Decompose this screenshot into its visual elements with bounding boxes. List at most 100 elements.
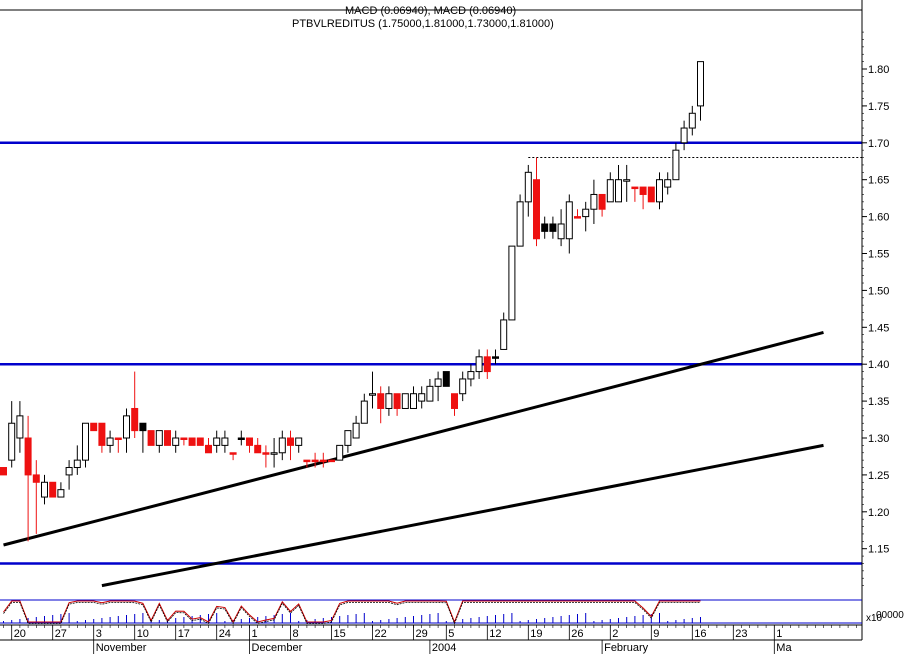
candle-body — [311, 459, 319, 463]
candle — [196, 437, 204, 446]
y-tick-label: 1.40 — [868, 359, 889, 371]
candle — [164, 430, 171, 446]
candle — [656, 172, 663, 210]
candle-body — [385, 393, 393, 409]
candle-body — [155, 430, 163, 446]
y-tick-label: 1.25 — [868, 470, 889, 482]
candle — [401, 393, 409, 409]
x-tick-label: 20 — [14, 628, 26, 640]
candle — [516, 194, 524, 247]
candle-body — [246, 437, 253, 446]
candle-body — [295, 437, 303, 446]
candle-body — [360, 400, 368, 424]
candle — [377, 386, 385, 424]
candle-body — [65, 467, 73, 476]
candle — [303, 459, 311, 468]
candle-body — [57, 489, 65, 498]
candle — [475, 349, 483, 379]
candle — [114, 437, 122, 453]
candle-body — [319, 459, 327, 463]
candle-body — [336, 444, 344, 461]
candle-body — [623, 179, 631, 182]
candle — [0, 467, 7, 476]
candle-body — [582, 208, 590, 218]
x-tick-label: 8 — [293, 628, 299, 640]
candle — [598, 193, 606, 217]
candle-body — [664, 179, 672, 188]
x-tick-label: 12 — [489, 628, 501, 640]
macd-strip: MACD (0.06940), MACD (0.06940) — [0, 5, 862, 17]
candle-body — [590, 193, 598, 210]
candle-body — [615, 179, 622, 203]
candle-body — [303, 459, 311, 463]
candle-body — [147, 430, 155, 446]
candle-body — [229, 452, 237, 455]
candle-body — [639, 186, 647, 195]
candle-body — [16, 415, 24, 439]
candle-body — [139, 422, 147, 432]
candle — [697, 61, 704, 121]
candle-body — [90, 422, 98, 432]
candle — [139, 422, 147, 453]
candle — [615, 164, 622, 203]
indicator-panel: x10 00000 — [0, 599, 904, 625]
candle-body — [393, 393, 401, 409]
candle-body — [508, 245, 516, 321]
candle — [680, 120, 688, 151]
candle — [155, 430, 163, 453]
candle-body — [451, 393, 458, 409]
candle-body — [287, 437, 294, 446]
candle-body — [631, 186, 639, 190]
candle-body — [270, 452, 278, 455]
candle-body — [114, 437, 122, 440]
x-tick-label: 16 — [694, 628, 706, 640]
candle — [172, 430, 180, 453]
candle — [278, 430, 286, 461]
candle-body — [574, 216, 581, 219]
candle — [90, 422, 98, 432]
candle — [574, 209, 581, 219]
candle-body — [164, 430, 171, 446]
candle-body — [426, 385, 434, 402]
y-tick-label: 1.55 — [868, 249, 889, 261]
candle — [254, 438, 262, 454]
candle-body — [237, 437, 245, 440]
x-tick-label: 23 — [735, 628, 747, 640]
candle — [311, 452, 319, 468]
candle-body — [606, 179, 614, 203]
candle — [623, 164, 631, 202]
candle — [426, 378, 434, 402]
candle — [336, 444, 344, 461]
x-tick-label: 24 — [219, 628, 231, 640]
candle-body — [672, 149, 680, 181]
candle — [49, 481, 57, 498]
candle-body — [32, 474, 40, 483]
candle-body — [467, 371, 475, 380]
y-tick-label: 1.15 — [868, 544, 889, 556]
candle — [8, 401, 16, 468]
candle-body — [524, 171, 532, 203]
y-tick-label: 1.30 — [868, 433, 889, 445]
x-tick-label: 10 — [137, 628, 149, 640]
indicator-scale-label: x10 — [866, 613, 883, 624]
candle — [459, 371, 467, 402]
y-tick-label: 1.80 — [868, 64, 889, 76]
candle-body — [254, 444, 262, 454]
candle — [442, 371, 450, 387]
candle — [16, 401, 24, 453]
candle — [213, 430, 221, 453]
oscillator-line — [3, 600, 701, 624]
candle-body — [656, 179, 663, 203]
candle-body — [377, 393, 385, 409]
candle-body — [0, 467, 7, 476]
candle — [106, 430, 114, 453]
candle — [508, 245, 516, 321]
y-tick-label: 1.70 — [868, 138, 889, 150]
candle — [541, 216, 549, 239]
candle — [328, 459, 335, 463]
candle — [565, 194, 573, 254]
candle-body — [680, 127, 688, 144]
candle-body — [205, 444, 212, 454]
candle — [639, 186, 647, 210]
